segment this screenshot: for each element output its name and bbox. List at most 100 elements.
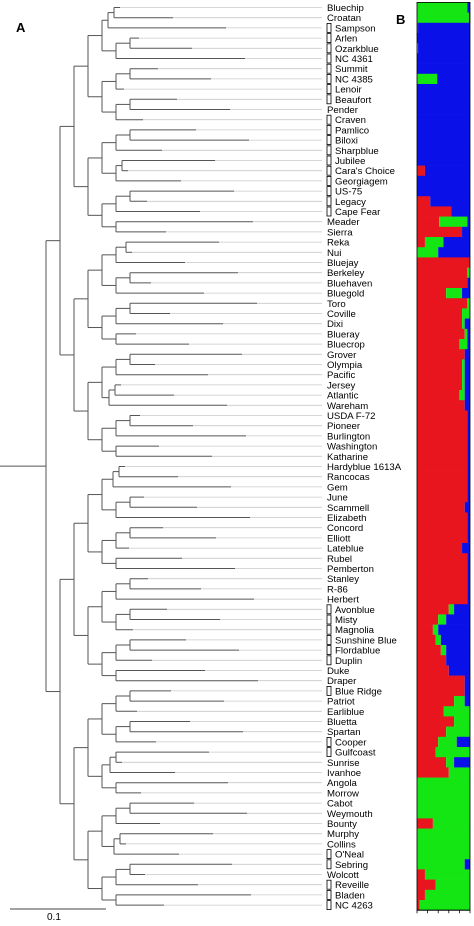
- panel-b-label: B: [396, 12, 406, 27]
- cultivar-bracket: [326, 655, 332, 666]
- structure-bar-red: [417, 379, 463, 391]
- structure-bar-blue: [438, 624, 470, 636]
- cultivar-label: Burlington: [327, 431, 370, 442]
- structure-bar-red: [417, 522, 468, 534]
- cultivar-bracket: [326, 43, 332, 54]
- structure-bar-red: [417, 543, 463, 554]
- structure-bar-red: [417, 400, 465, 411]
- structure-bar-blue: [417, 104, 470, 115]
- structure-bar-blue: [467, 430, 470, 442]
- cultivar-label: Reveille: [335, 880, 369, 891]
- cultivar-label: Misty: [335, 615, 358, 626]
- cultivar-bracket: [326, 186, 332, 197]
- structure-bar-blue: [467, 492, 470, 503]
- structure-bar-red: [417, 532, 468, 544]
- cultivar-bracket: [326, 859, 332, 870]
- structure-bar-green: [462, 359, 465, 370]
- structure-bar-green: [432, 624, 439, 636]
- cultivar-bracket: [326, 165, 332, 176]
- cultivar-bracket: [326, 614, 332, 625]
- structure-bar-blue: [464, 379, 470, 391]
- cultivar-label: Bluehaven: [327, 278, 372, 289]
- cultivar-brackets: [326, 22, 332, 910]
- cultivar-label: Pamlico: [335, 125, 369, 136]
- structure-bar-green: [435, 879, 470, 891]
- cultivar-bracket: [326, 624, 332, 635]
- cultivar-label: Rancocas: [327, 472, 370, 483]
- cultivar-bracket: [326, 196, 332, 207]
- cultivar-bracket: [326, 737, 332, 747]
- structure-bar-red: [417, 573, 468, 585]
- cultivar-label: Katharine: [327, 452, 368, 463]
- structure-bar-green: [464, 328, 468, 340]
- cultivar-label: Bluegold: [327, 289, 364, 300]
- cultivar-label: Bluejay: [327, 258, 359, 269]
- structure-bar-green: [417, 808, 470, 819]
- structure-bar-blue: [467, 2, 470, 13]
- cultivar-label: Scammell: [327, 503, 369, 514]
- cultivar-bracket: [326, 135, 332, 146]
- cultivar-label: Magnolia: [335, 625, 375, 636]
- structure-bar-blue: [467, 410, 470, 421]
- structure-bar-blue: [448, 665, 470, 676]
- cultivar-bracket: [326, 686, 332, 696]
- structure-bar-red: [417, 196, 431, 207]
- structure-bar-red: [417, 900, 420, 911]
- structure-bar-red: [417, 410, 468, 421]
- structure-bar-red: [417, 757, 447, 768]
- cultivar-bracket: [326, 645, 332, 655]
- structure-bar-green: [432, 818, 470, 829]
- structure-bar-blue: [464, 400, 470, 411]
- structure-bar-red: [417, 879, 436, 891]
- structure-bar-green: [440, 645, 447, 656]
- structure-bar-red: [417, 277, 468, 289]
- structure-bar-blue: [467, 328, 470, 340]
- structure-bar-red: [417, 563, 468, 574]
- cultivar-bracket: [326, 747, 332, 757]
- cultivar-label: O'Neal: [335, 850, 364, 861]
- structure-bar-green: [462, 308, 470, 319]
- structure-bar-blue: [417, 53, 470, 64]
- structure-bar-blue: [417, 124, 470, 136]
- cultivar-bracket: [326, 879, 332, 890]
- cultivar-label: Blue Ridge: [335, 686, 382, 697]
- structure-bar-red: [417, 451, 468, 462]
- structure-bar-blue: [440, 634, 470, 646]
- cultivar-label: Bluetta: [327, 717, 358, 728]
- structure-bar-red: [417, 206, 452, 217]
- cultivar-label: Earliblue: [327, 707, 364, 718]
- cultivar-label: Berkeley: [327, 268, 365, 279]
- cultivar-bracket: [326, 175, 332, 186]
- cultivar-label: Coville: [327, 309, 356, 320]
- cultivar-label: Elliott: [327, 533, 351, 544]
- structure-bar-green: [417, 12, 469, 24]
- cultivar-label: Legacy: [335, 197, 366, 208]
- cultivar-bracket: [326, 53, 332, 64]
- structure-bar-green: [448, 767, 470, 778]
- structure-bar-blue: [456, 736, 470, 748]
- cultivar-bracket: [326, 74, 332, 84]
- structure-bar-red: [417, 237, 425, 248]
- structure-bar-green: [446, 726, 470, 738]
- cultivar-bracket: [326, 890, 332, 900]
- structure-bar-red: [417, 624, 433, 636]
- structure-bar-blue: [467, 512, 470, 523]
- structure-bar-red: [417, 614, 439, 625]
- structure-bar-red: [417, 328, 465, 340]
- cultivar-label: Croatan: [327, 13, 361, 24]
- cultivar-label: Pender: [327, 105, 359, 116]
- cultivar-label: Washington: [327, 442, 377, 453]
- structure-bar-green: [443, 706, 470, 717]
- structure-bar-green: [417, 828, 470, 840]
- structure-bar-red: [417, 359, 463, 370]
- panel-a-label: A: [16, 20, 26, 35]
- structure-bar-blue: [417, 94, 470, 105]
- structure-bar-green: [454, 696, 465, 707]
- cultivar-label: Elizabeth: [327, 513, 366, 524]
- structure-bar-blue: [417, 145, 470, 156]
- cultivar-label: Georgiagem: [335, 176, 388, 187]
- cultivar-label: Pacific: [327, 370, 355, 381]
- structure-bar-green: [417, 798, 470, 809]
- cultivar-label: Biloxi: [335, 136, 358, 147]
